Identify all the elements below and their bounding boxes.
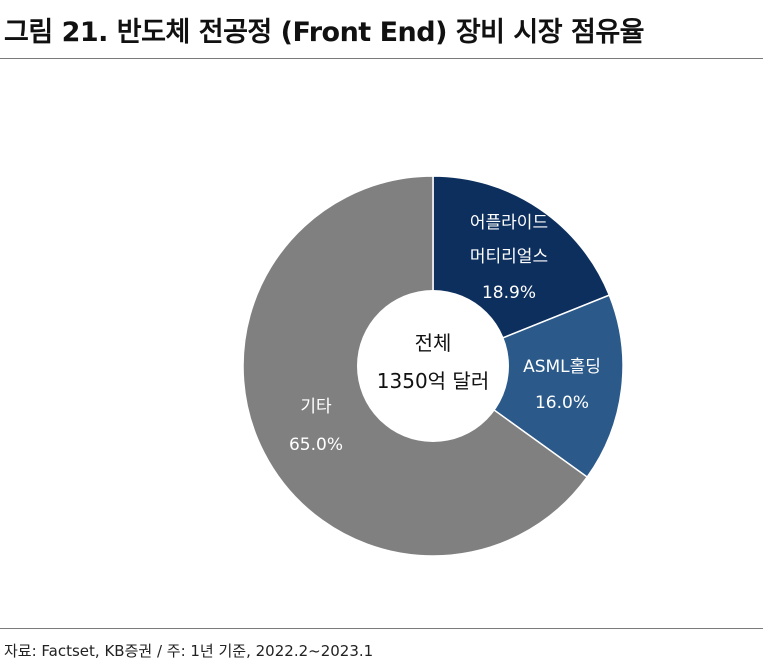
slice-value-others: 65.0% bbox=[289, 435, 343, 455]
center-label-total: 1350억 달러 bbox=[377, 369, 489, 393]
donut-hole bbox=[357, 290, 509, 442]
donut-chart: 전체 1350억 달러 어플라이드 머티리얼스 18.9% ASML홀딩 16.… bbox=[242, 175, 624, 557]
slice-label-applied-line1: 어플라이드 bbox=[470, 213, 548, 233]
top-divider bbox=[0, 58, 763, 59]
slice-label-asml: ASML홀딩 bbox=[523, 357, 601, 377]
center-label-title: 전체 bbox=[415, 331, 452, 355]
slice-value-applied: 18.9% bbox=[482, 283, 536, 303]
slice-label-others: 기타 bbox=[300, 397, 332, 417]
slice-asml bbox=[431, 294, 624, 479]
slice-value-asml: 16.0% bbox=[535, 393, 589, 413]
source-note: 자료: Factset, KB증권 / 주: 1년 기준, 2022.2~202… bbox=[4, 642, 374, 660]
chart-title: 그림 21. 반도체 전공정 (Front End) 장비 시장 점유율 bbox=[4, 17, 645, 48]
bottom-divider bbox=[0, 628, 763, 629]
slice-label-applied-line2: 머티리얼스 bbox=[470, 247, 548, 267]
